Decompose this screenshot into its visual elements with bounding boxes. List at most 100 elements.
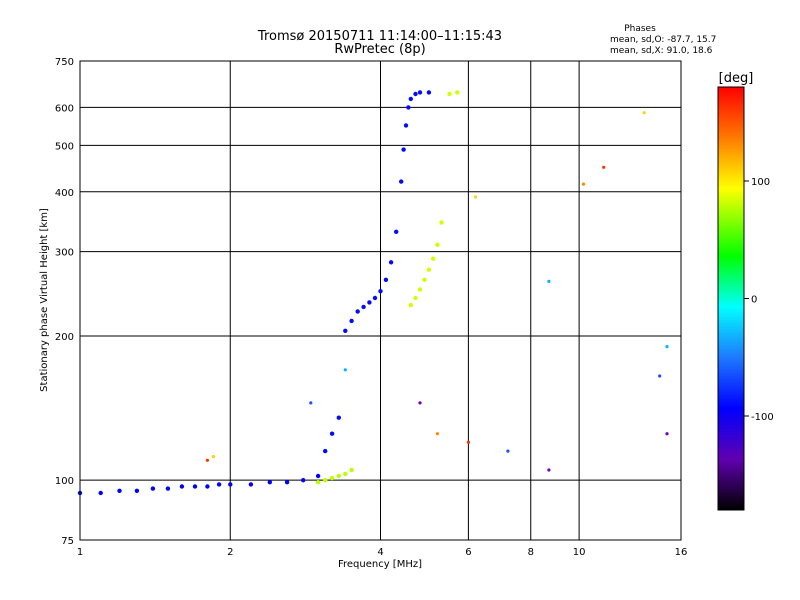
data-point bbox=[349, 318, 354, 324]
x-tick-label: 1 bbox=[77, 547, 83, 558]
data-point bbox=[216, 482, 222, 487]
data-point bbox=[602, 165, 606, 169]
data-point bbox=[205, 458, 209, 462]
data-point bbox=[665, 432, 669, 436]
data-point bbox=[399, 179, 404, 184]
data-point bbox=[179, 484, 185, 489]
y-tick-label: 200 bbox=[55, 332, 74, 343]
x-tick-label: 8 bbox=[528, 547, 534, 558]
data-point bbox=[192, 484, 198, 489]
grid-lines bbox=[80, 61, 681, 540]
data-point bbox=[343, 471, 348, 477]
data-point bbox=[547, 468, 551, 472]
data-point bbox=[211, 455, 215, 459]
data-point bbox=[336, 415, 341, 420]
chart-subtitle: RwPretec (8p) bbox=[334, 42, 425, 57]
phase-info-o: mean, sd,O: -87.7, 15.7 bbox=[610, 35, 716, 45]
data-point bbox=[581, 182, 586, 186]
data-point bbox=[408, 302, 413, 308]
x-tick-label: 2 bbox=[227, 547, 233, 558]
data-point bbox=[336, 473, 341, 479]
data-point bbox=[205, 484, 210, 489]
x-tick-label: 4 bbox=[377, 547, 383, 558]
data-point bbox=[248, 482, 254, 487]
chart-title: Tromsø 20150711 11:14:00–11:15:43 bbox=[257, 29, 502, 44]
data-point bbox=[315, 473, 321, 479]
data-point bbox=[329, 475, 335, 481]
data-point bbox=[401, 147, 406, 152]
data-point bbox=[466, 440, 470, 444]
data-point bbox=[134, 488, 140, 493]
colorbar-tick-label: -100 bbox=[751, 412, 774, 423]
y-tick-label: 300 bbox=[55, 248, 74, 259]
y-tick-label: 600 bbox=[55, 103, 74, 114]
y-tick-label: 500 bbox=[55, 141, 74, 152]
plot-frame bbox=[79, 60, 682, 541]
data-point bbox=[323, 448, 328, 454]
colorbar-tick-label: 0 bbox=[751, 295, 757, 306]
data-point bbox=[418, 401, 422, 405]
data-point bbox=[228, 482, 233, 487]
data-point bbox=[547, 279, 551, 283]
data-point bbox=[315, 480, 321, 485]
data-point bbox=[413, 295, 418, 301]
data-point bbox=[439, 220, 444, 225]
y-tick-label: 400 bbox=[55, 188, 74, 199]
phase-info-x: mean, sd,X: 91.0, 18.6 bbox=[610, 46, 713, 56]
data-point bbox=[394, 229, 399, 234]
phase-info-heading: Phases bbox=[624, 24, 656, 34]
data-points bbox=[77, 90, 669, 496]
data-point bbox=[355, 309, 360, 314]
data-point bbox=[447, 91, 452, 97]
data-point bbox=[343, 368, 347, 372]
data-point bbox=[431, 256, 436, 261]
data-point bbox=[406, 105, 411, 110]
data-point bbox=[435, 432, 439, 436]
x-axis-label: Frequency [MHz] bbox=[338, 559, 422, 570]
data-point bbox=[343, 328, 348, 333]
data-point bbox=[367, 300, 372, 305]
x-tick-label: 10 bbox=[573, 547, 586, 558]
data-point bbox=[117, 488, 122, 493]
data-point bbox=[658, 374, 662, 378]
data-point bbox=[323, 478, 328, 483]
data-point bbox=[473, 195, 478, 199]
x-axis-ticks: 1 2 4 6 8 10 16 bbox=[77, 547, 688, 558]
y-tick-label: 75 bbox=[61, 536, 74, 547]
data-point bbox=[301, 478, 306, 483]
colorbar-tick-label: 100 bbox=[751, 177, 770, 188]
colorbar-label: [deg] bbox=[719, 71, 754, 86]
y-tick-label: 100 bbox=[55, 476, 74, 487]
data-point bbox=[378, 289, 383, 294]
data-point bbox=[309, 401, 313, 405]
data-point bbox=[267, 480, 272, 485]
y-axis-ticks: 75 100 200 300 400 500 600 750 bbox=[55, 57, 74, 547]
data-point bbox=[426, 90, 432, 95]
data-point bbox=[417, 287, 423, 292]
data-point bbox=[98, 490, 103, 496]
data-point bbox=[388, 260, 394, 265]
data-point bbox=[150, 486, 156, 491]
data-point bbox=[413, 91, 418, 97]
data-point bbox=[284, 480, 290, 485]
data-point bbox=[349, 467, 354, 473]
colorbar-ticks: 100 0 -100 bbox=[744, 177, 774, 423]
data-point bbox=[665, 345, 669, 349]
data-point bbox=[435, 242, 440, 247]
x-tick-label: 16 bbox=[675, 547, 688, 558]
data-point bbox=[455, 90, 460, 95]
data-point bbox=[165, 486, 171, 491]
y-tick-label: 750 bbox=[55, 57, 74, 68]
data-point bbox=[361, 304, 366, 310]
data-point bbox=[417, 90, 423, 95]
data-point bbox=[426, 267, 432, 272]
data-point bbox=[403, 123, 409, 128]
y-axis-label: Stationary phase Virtual Height [km] bbox=[39, 208, 50, 392]
data-point bbox=[383, 277, 389, 282]
data-point bbox=[372, 295, 378, 301]
x-tick-label: 6 bbox=[465, 547, 471, 558]
data-point bbox=[642, 111, 646, 115]
data-point bbox=[422, 277, 427, 282]
data-point bbox=[506, 449, 510, 453]
